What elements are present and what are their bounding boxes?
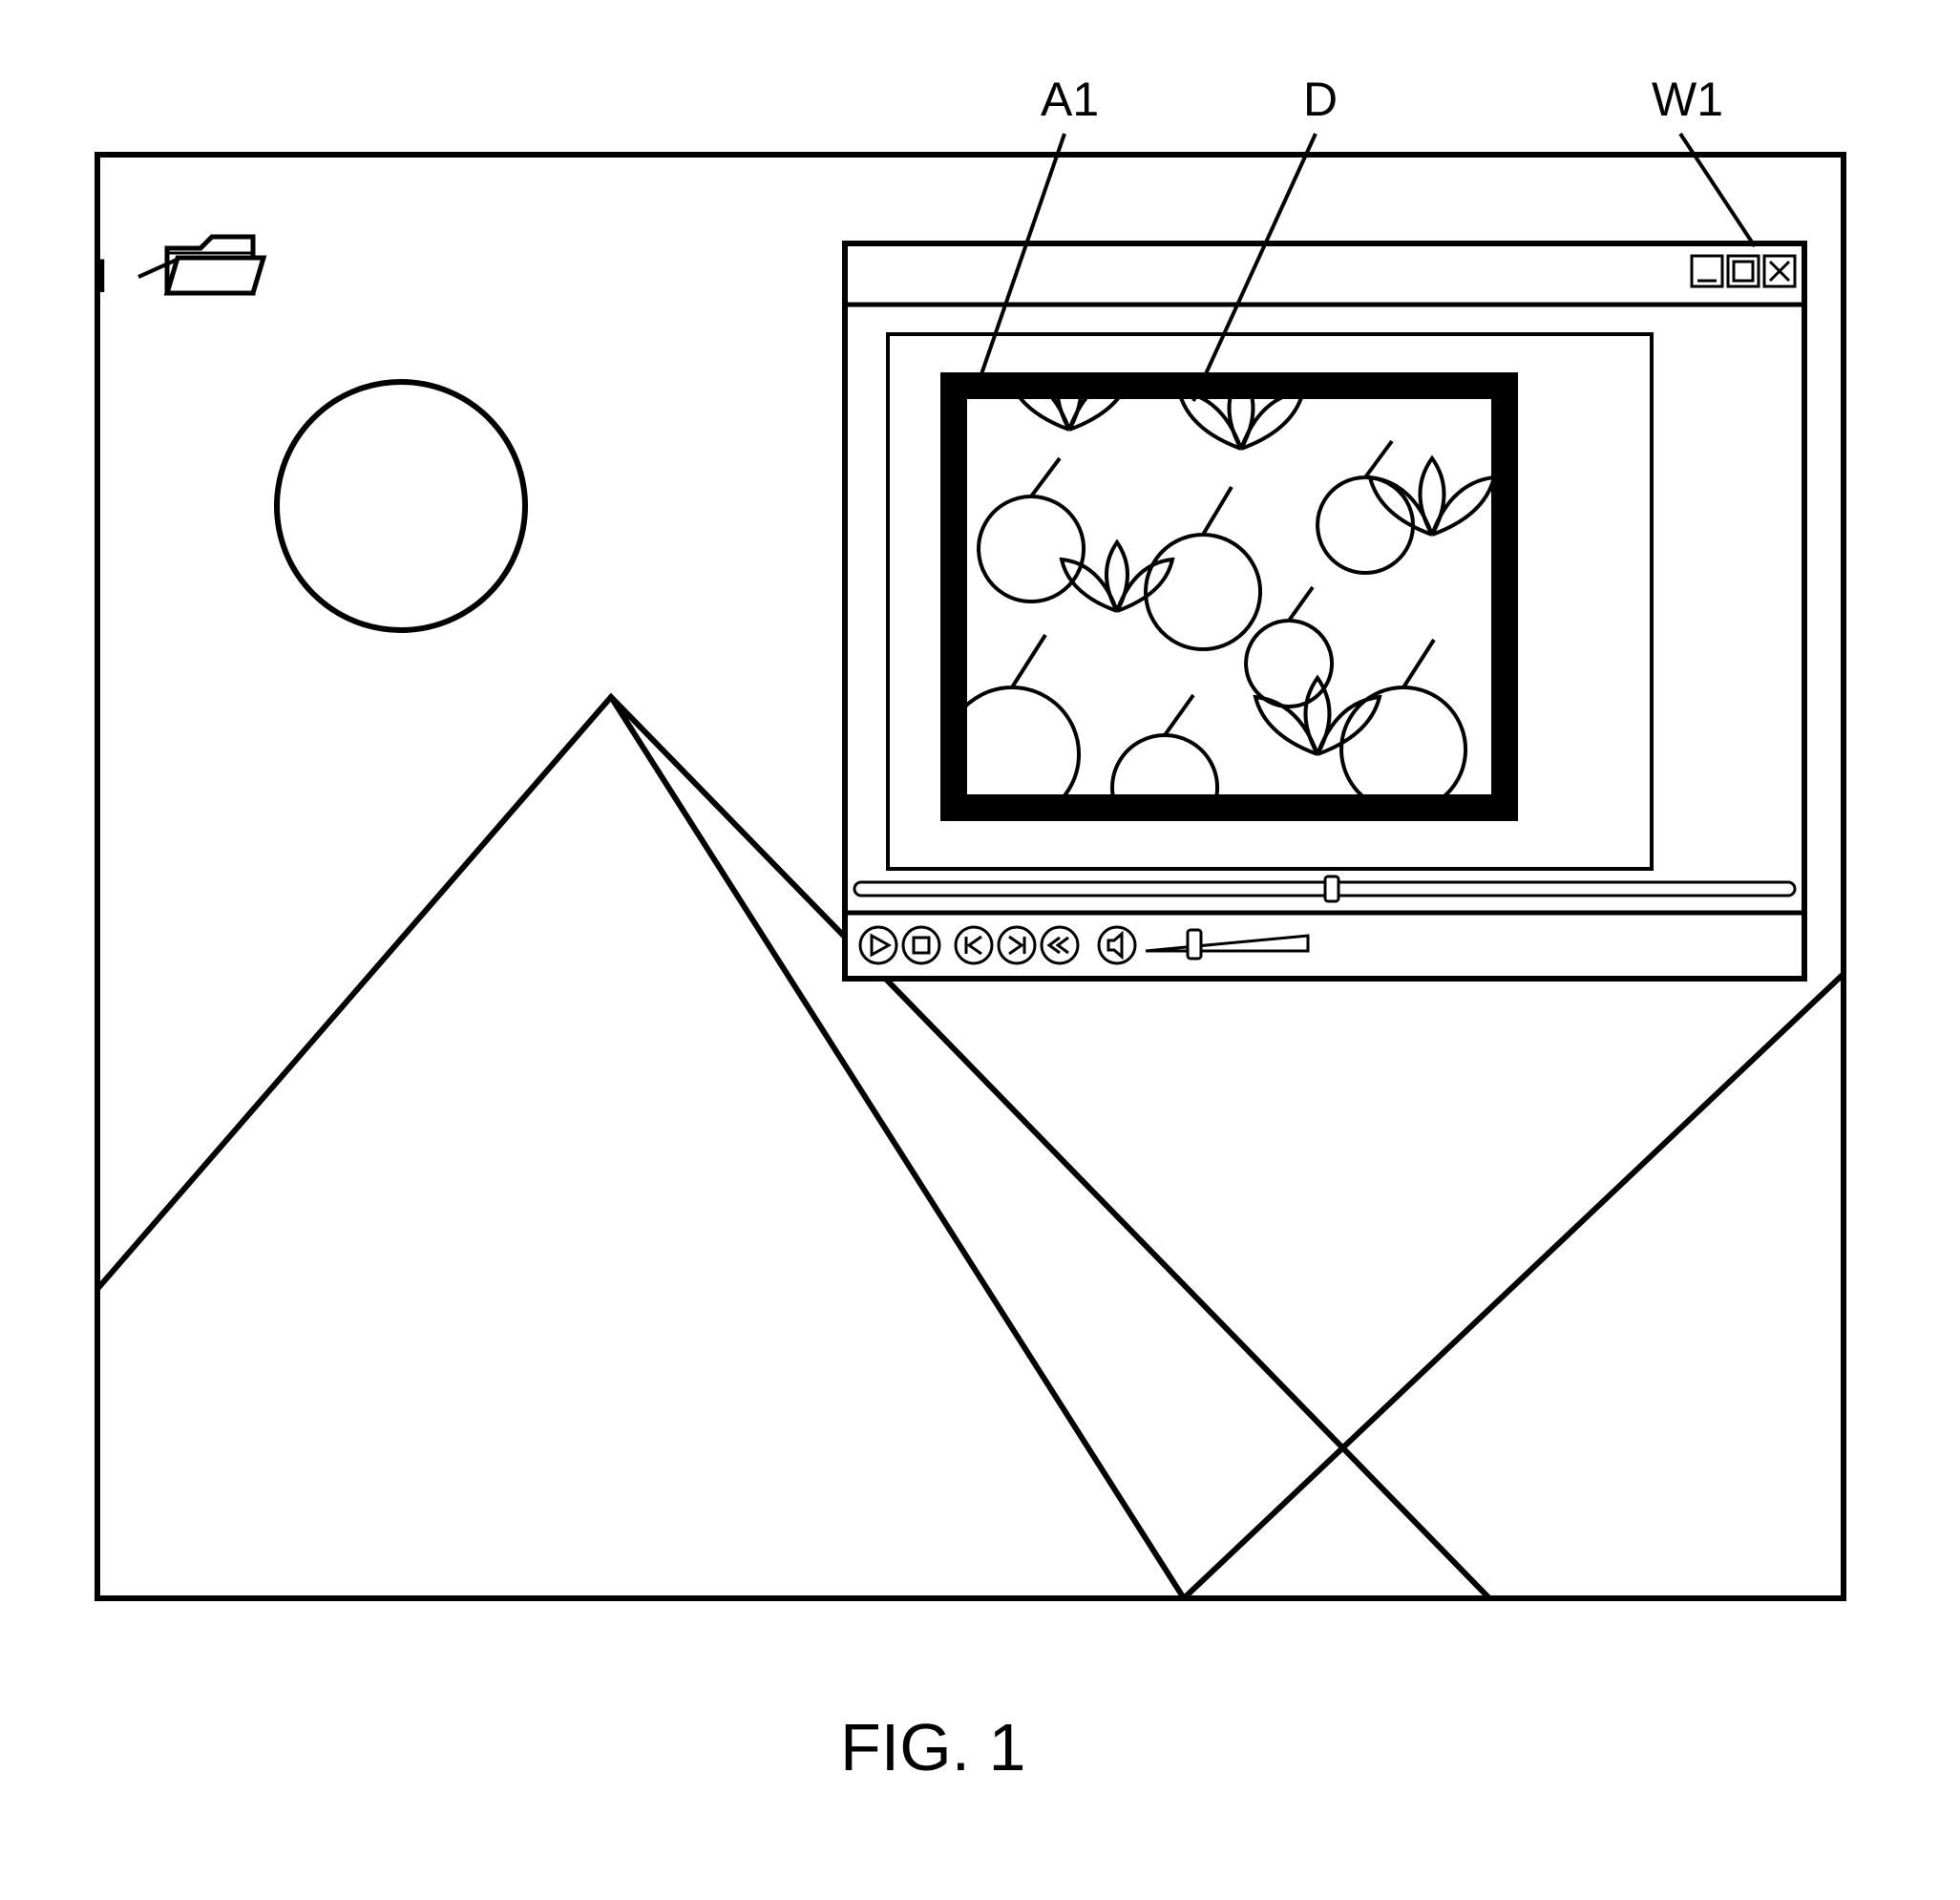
label-frame-border: A1 bbox=[1041, 72, 1099, 127]
label-folder-icon: I bbox=[95, 248, 109, 304]
play-button[interactable] bbox=[860, 927, 896, 963]
close-button[interactable] bbox=[1764, 256, 1795, 286]
rewind-button[interactable] bbox=[1042, 927, 1078, 963]
next-button[interactable] bbox=[999, 927, 1035, 963]
stop-button[interactable] bbox=[903, 927, 939, 963]
maximize-button[interactable] bbox=[1728, 256, 1759, 286]
video-content-bg bbox=[967, 399, 1491, 794]
label-video-content: D bbox=[1303, 72, 1338, 127]
label-player-window: W1 bbox=[1652, 72, 1723, 127]
figure-caption: FIG. 1 bbox=[840, 1709, 1025, 1785]
mute-button[interactable] bbox=[1099, 927, 1135, 963]
minimize-button[interactable] bbox=[1692, 256, 1722, 286]
figure-canvas: I A1 D W1 FIG. 1 bbox=[0, 0, 1960, 1900]
prev-button[interactable] bbox=[956, 927, 992, 963]
